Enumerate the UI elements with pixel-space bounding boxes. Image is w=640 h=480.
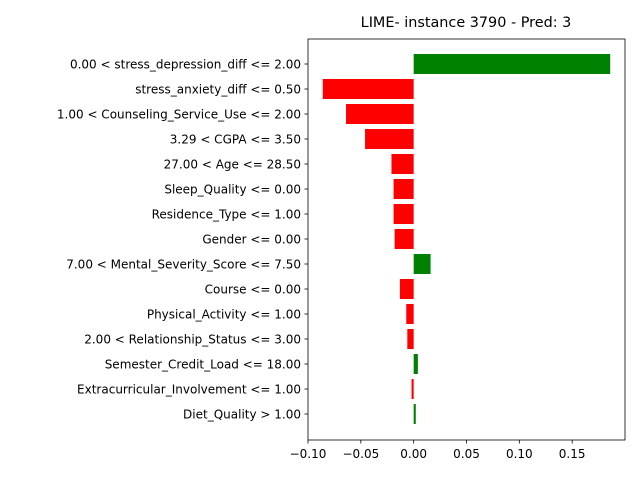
bars-group (322, 54, 611, 424)
y-tick-label: 0.00 < stress_depression_diff <= 2.00 (70, 58, 301, 72)
y-tick-label: 3.29 < CGPA <= 3.50 (170, 133, 301, 147)
bar-11 (407, 329, 414, 349)
x-tick-label: −0.05 (342, 447, 379, 461)
y-tick-label: Course <= 0.00 (205, 283, 301, 297)
plot-frame (307, 38, 626, 441)
x-tick-label: 0.15 (559, 447, 586, 461)
y-axis: 0.00 < stress_depression_diff <= 2.00 str… (57, 58, 308, 422)
bar-6 (393, 204, 414, 224)
bar-7 (394, 229, 414, 249)
chart-title: LIME- instance 3790 - Pred: 3 (361, 15, 572, 31)
bar-1 (322, 79, 414, 99)
bar-8 (413, 254, 431, 274)
y-tick-label: Semester_Credit_Load <= 18.00 (105, 358, 301, 372)
y-tick-label: Residence_Type <= 1.00 (152, 208, 301, 222)
bar-2 (346, 104, 414, 124)
x-tick-label: 0.10 (506, 447, 533, 461)
x-tick-label: −0.10 (290, 447, 327, 461)
bar-10 (406, 304, 414, 324)
bar-4 (391, 154, 414, 174)
bar-9 (399, 279, 414, 299)
y-tick-label: 2.00 < Relationship_Status <= 3.00 (84, 333, 301, 347)
y-tick-label: 27.00 < Age <= 28.50 (164, 158, 301, 172)
bar-5 (393, 179, 414, 199)
x-tick-label: 0.00 (400, 447, 427, 461)
y-tick-label: Diet_Quality > 1.00 (183, 408, 301, 422)
bar-12 (413, 354, 418, 374)
y-tick-label: Physical_Activity <= 1.00 (147, 308, 301, 322)
bar-13 (411, 379, 414, 399)
y-tick-label: 7.00 < Mental_Severity_Score <= 7.50 (66, 258, 301, 272)
x-axis: −0.10 −0.05 0.00 0.05 0.10 0.15 (290, 440, 586, 461)
y-tick-label: Gender <= 0.00 (202, 233, 301, 247)
x-tick-label: 0.05 (453, 447, 480, 461)
bar-3 (365, 129, 414, 149)
y-tick-label: Extracurricular_Involvement <= 1.00 (77, 383, 301, 397)
bar-14 (413, 404, 416, 424)
y-tick-label: Sleep_Quality <= 0.00 (164, 183, 301, 197)
bar-0 (413, 54, 611, 74)
y-tick-label: stress_anxiety_diff <= 0.50 (135, 83, 301, 97)
y-tick-label: 1.00 < Counseling_Service_Use <= 2.00 (57, 108, 301, 122)
